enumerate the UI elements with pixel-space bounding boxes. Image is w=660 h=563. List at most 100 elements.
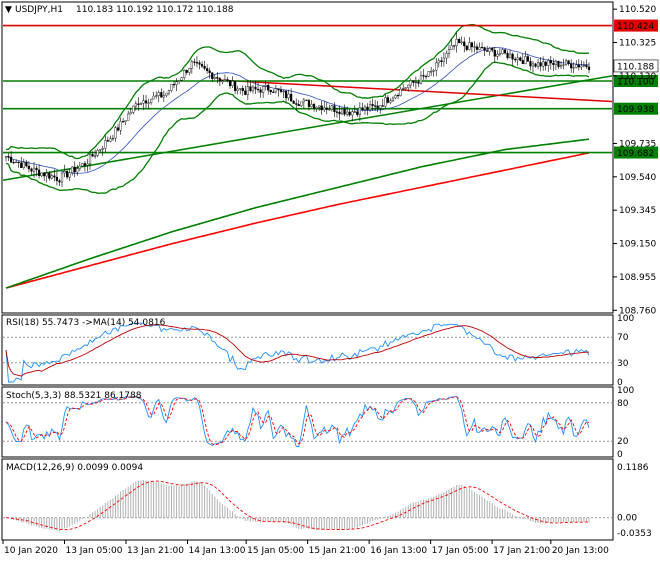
candle-body [300,101,303,107]
candle-body [544,61,547,66]
candle-body [259,89,262,93]
symbol-menu-icon[interactable]: ▼ [5,5,12,15]
candle-body [73,166,76,173]
candle-body [483,47,486,51]
macd-signal-line [5,480,590,531]
candle-body [486,50,489,52]
candle-body [203,66,206,69]
candle-body [542,61,545,67]
candle-body [531,63,535,67]
main-panel-frame [1,1,614,314]
candle-body [564,60,568,65]
time-tick-label: 14 Jan 13:00 [188,546,245,556]
candle-body [580,65,583,68]
candle-body [241,88,244,92]
candle-body [587,66,591,70]
candle-body [190,61,193,69]
last-price-label: 110.188 [617,62,654,72]
candle-body [198,62,201,65]
candle-body [43,172,46,177]
candle-body [447,49,451,54]
candle-body [445,53,448,59]
candle-body [129,112,132,115]
candle-body [463,41,466,47]
candle-body [99,149,102,151]
candle-body [498,53,501,55]
candle-body [391,97,395,102]
candle-body [343,108,346,115]
candle-body [539,62,542,67]
g-macd-tick-label: 0.00 [617,514,637,524]
candle-body [368,104,372,111]
candle-body [374,105,377,107]
candle-body [570,63,573,69]
candle-body [318,105,321,108]
candle-body [218,78,221,82]
candle-body [521,60,524,64]
candle-body [144,100,148,104]
long-ma-red-line [5,152,590,289]
candle-body [256,88,260,91]
candle-body [328,109,331,111]
stoch-panel [3,396,612,448]
rsi-label: RSI(18) 55.7473 ->MA(14) 54.0816 [6,318,166,328]
candle-body [127,113,130,121]
rsi-ma-line [5,324,590,377]
candle-body [254,86,257,90]
candle-body [340,108,344,115]
candle-body [27,165,31,170]
candle-body [223,79,227,81]
candle-body [139,103,143,105]
candle-body [86,163,89,166]
candle-body [104,140,107,149]
candle-body [213,77,216,79]
candle-body [470,42,473,48]
candle-body [432,70,435,72]
price-tick-label: 109.735 [619,139,656,149]
candle-body [96,149,99,156]
candle-body [526,56,529,62]
price-tick-label: 108.760 [619,306,656,316]
candle-body [193,61,196,63]
candle-body [50,175,53,179]
candle-body [552,62,555,65]
time-tick-label: 15 Jan 21:00 [309,546,366,556]
candle-body [424,75,428,78]
axes: 110.424 110.100 109.938 109.682 110.188 110.5… [2,5,659,556]
g-rsi-tick-label: 30 [617,359,629,369]
candle-body [48,172,51,179]
candle-body [468,42,471,50]
candle-body [160,92,163,98]
g-macd-tick-label: 0.1186 [617,463,649,473]
candle-body [323,107,326,111]
candle-body [305,99,308,101]
candle-body [312,104,316,109]
candle-body [361,107,364,111]
candle-body [297,104,300,107]
candle-body [119,121,122,131]
candle-body [4,156,8,158]
candle-body [91,154,94,157]
g-rsi-tick-label: 70 [617,333,629,343]
candle-body [315,106,318,109]
g-stoch-tick-label: 0 [617,450,623,460]
candle-body [228,80,232,86]
candle-body [506,52,509,59]
candle-body [116,127,120,131]
candle-body [562,64,565,66]
candle-body [549,60,552,64]
price-tick-label: 109.540 [619,173,656,183]
candle-body [279,89,283,92]
candle-body [267,84,270,91]
candle-body [353,111,356,113]
candle-body [157,92,160,96]
candle-body [399,88,402,96]
candle-body [216,77,219,79]
candle-body [386,97,389,103]
candle-body [170,84,173,91]
candle-body [488,48,491,52]
candle-body [292,100,295,104]
price-panel [2,23,613,289]
candle-body [557,60,560,67]
